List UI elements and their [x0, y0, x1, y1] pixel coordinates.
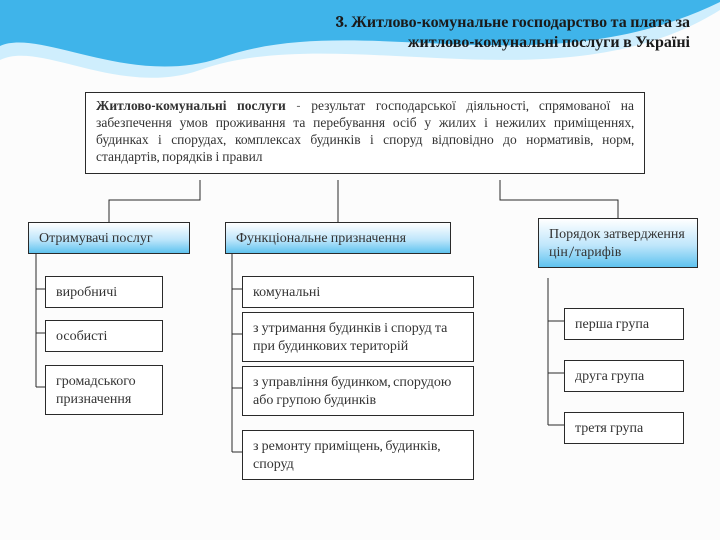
purpose-header: Функціональне призначення — [225, 222, 451, 254]
tariffs-item: перша група — [564, 308, 684, 340]
tariffs-item: друга група — [564, 360, 684, 392]
tariffs-header: Порядок затвердження цін/тарифів — [538, 218, 698, 268]
recipients-item: виробничі — [45, 276, 163, 308]
purpose-item: комунальні — [242, 276, 474, 308]
recipients-header: Отримувачі послуг — [28, 222, 190, 254]
page-title: 3. Житлово-комунальне господарство та пл… — [320, 12, 690, 52]
recipients-item: особисті — [45, 320, 163, 352]
purpose-item: з управління будинком, спорудою або груп… — [242, 366, 474, 416]
definition-term: Житлово-комунальні послуги — [96, 99, 286, 114]
definition-box: Житлово-комунальні послуги - результат г… — [85, 92, 645, 174]
purpose-item: з ремонту приміщень, будинків, споруд — [242, 430, 474, 480]
tariffs-item: третя група — [564, 412, 684, 444]
recipients-item: громадського призначення — [45, 365, 163, 415]
purpose-item: з утримання будинків і споруд та при буд… — [242, 312, 474, 362]
